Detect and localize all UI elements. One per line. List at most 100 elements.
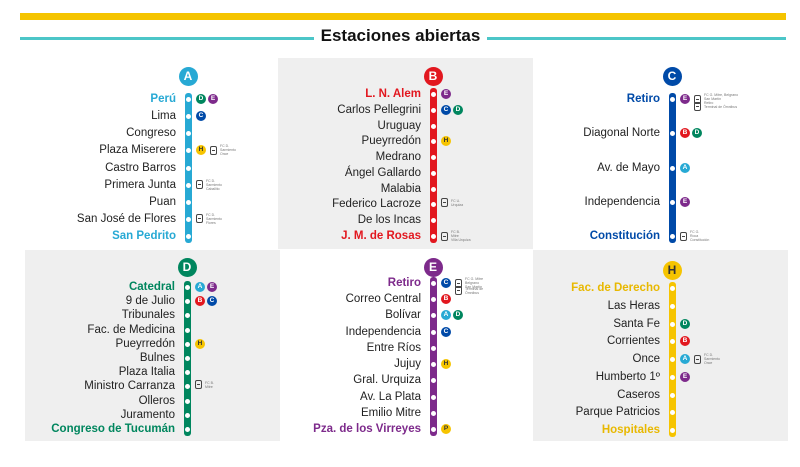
station-parque-patricios[interactable]: Parque Patricios <box>533 404 788 421</box>
station-catedral[interactable]: Catedral A E <box>25 279 280 296</box>
station-name: Fac. de Derecho <box>571 282 660 294</box>
connection-line-b-badge[interactable]: B <box>680 128 690 139</box>
line-e-track <box>430 277 437 436</box>
connection-line-c-badge[interactable]: C <box>441 278 451 288</box>
station-santa-fe[interactable]: Santa Fe D <box>533 316 788 333</box>
station-hospitales[interactable]: Hospitales <box>533 422 788 439</box>
station-jujuy[interactable]: Jujuy H <box>278 356 533 373</box>
connection-line-a-badge[interactable]: A <box>680 162 690 173</box>
connection-line-a-badge[interactable]: A <box>195 282 205 292</box>
station-name: L. N. Alem <box>365 88 421 100</box>
station-retiro[interactable]: Retiro C FC G. Mitre Belgrano San Martín Te… <box>278 275 533 295</box>
station-pza-de-los-virreyes[interactable]: Pza. de los Virreyes P <box>278 421 533 438</box>
station-dot <box>431 92 436 97</box>
station-congreso[interactable]: Congreso <box>25 125 280 142</box>
train-label: FC D. Sarmiento Once <box>220 144 236 157</box>
station-caseros[interactable]: Caseros <box>533 387 788 404</box>
station-retiro[interactable]: Retiro E FC G. Mitre, Belgrano San Martín … <box>533 91 788 111</box>
connection-line-b-badge[interactable]: B <box>680 336 690 347</box>
station-diagonal-norte[interactable]: Diagonal Norte B D <box>533 125 788 142</box>
connection-line-d-badge[interactable]: D <box>453 310 463 321</box>
station-dot <box>431 139 436 145</box>
station-constitucion[interactable]: Constitución FC G. Roca Constitución <box>533 228 788 245</box>
station-emilio-mitre[interactable]: Emilio Mitre <box>278 405 533 422</box>
station-dot <box>185 285 190 290</box>
station-malabia[interactable]: Malabia <box>278 181 533 198</box>
connection-line-e-badge[interactable]: E <box>441 89 451 99</box>
connection-badges: A <box>680 354 690 365</box>
station-name: Corrientes <box>606 335 660 348</box>
station-plaza-italia[interactable]: Plaza Italia <box>25 364 280 381</box>
connection-line-d-badge[interactable]: D <box>453 104 463 115</box>
station-carlos-pellegrini[interactable]: Carlos Pellegrini C D <box>278 102 533 119</box>
station-name: Diagonal Norte <box>583 127 660 140</box>
connection-line-h-badge[interactable]: H <box>441 136 451 147</box>
station-dot <box>670 428 675 433</box>
station-name: Carlos Pellegrini <box>337 103 421 116</box>
train-icon <box>694 102 701 111</box>
station-fac-de-medicina[interactable]: Fac. de Medicina <box>25 322 280 339</box>
station-fac-de-derecho[interactable]: Fac. de Derecho <box>533 280 788 297</box>
station-dot <box>431 378 436 384</box>
station-san-pedrito[interactable]: San Pedrito <box>25 228 280 245</box>
connection-line-e-badge[interactable]: E <box>208 94 218 104</box>
station-puan[interactable]: Puan <box>25 194 280 211</box>
station-dot <box>186 165 191 171</box>
connection-line-a-badge[interactable]: A <box>441 310 451 321</box>
station-gral-urquiza[interactable]: Gral. Urquiza <box>278 372 533 389</box>
station-name: Gral. Urquiza <box>353 374 421 387</box>
connection-line-h-badge[interactable]: H <box>195 338 205 349</box>
station-ministro-carranza[interactable]: Ministro Carranza FC B. Mitre <box>25 378 280 395</box>
station-j-m-de-rosas[interactable]: J. M. de Rosas FC B. Mitre Villa Urquiza <box>278 228 533 245</box>
station-angel-gallardo[interactable]: Ángel Gallardo <box>278 165 533 182</box>
connection-line-a-badge[interactable]: A <box>680 354 690 364</box>
station-plaza-miserere[interactable]: Plaza Miserere H FC D. Sarmiento Once <box>25 142 280 159</box>
station-independencia[interactable]: Independencia C <box>278 324 533 341</box>
connection-line-e-badge[interactable]: E <box>680 196 690 207</box>
connection-line-e-badge[interactable]: E <box>207 282 217 292</box>
connection-line-d-badge[interactable]: D <box>692 128 702 139</box>
connection-line-p-badge[interactable]: P <box>441 424 451 434</box>
station-name: Ministro Carranza <box>84 380 175 393</box>
station-correo-central[interactable]: Correo Central B <box>278 291 533 308</box>
connection-line-d-badge[interactable]: D <box>196 94 206 104</box>
station-olleros[interactable]: Olleros <box>25 393 280 410</box>
station-juramento[interactable]: Juramento <box>25 407 280 424</box>
station-uruguay[interactable]: Uruguay <box>278 118 533 135</box>
station-de-los-incas[interactable]: De los Incas <box>278 212 533 229</box>
station-av-la-plata[interactable]: Av. La Plata <box>278 389 533 406</box>
station-independencia[interactable]: Independencia E <box>533 194 788 211</box>
station-lima[interactable]: Lima C <box>25 108 280 125</box>
station-primera-junta[interactable]: Primera Junta FC D. Sarmiento Caballito <box>25 177 280 194</box>
station-bolivar[interactable]: Bolívar A D <box>278 307 533 324</box>
station-peru[interactable]: Perú D E <box>25 91 280 108</box>
station-l-n-alem[interactable]: L. N. Alem E <box>278 86 533 103</box>
connection-line-c-badge[interactable]: C <box>207 296 217 307</box>
connection-line-c-badge[interactable]: C <box>441 326 451 337</box>
station-pueyrredon[interactable]: Pueyrredón H <box>25 336 280 353</box>
station-bulnes[interactable]: Bulnes <box>25 350 280 367</box>
station-congreso-de-tucuman[interactable]: Congreso de Tucumán <box>25 421 280 438</box>
station-castro-barros[interactable]: Castro Barros <box>25 160 280 177</box>
connection-line-d-badge[interactable]: D <box>680 318 690 329</box>
connection-line-c-badge[interactable]: C <box>441 104 451 115</box>
station-tribunales[interactable]: Tribunales <box>25 307 280 324</box>
station-entre-rios[interactable]: Entre Ríos <box>278 340 533 357</box>
connection-line-h-badge[interactable]: H <box>196 145 206 156</box>
station-av-de-mayo[interactable]: Av. de Mayo A <box>533 160 788 177</box>
station-federico-lacroze[interactable]: Federico Lacroze FC U. Urquiza <box>278 196 533 213</box>
station-medrano[interactable]: Medrano <box>278 149 533 166</box>
station-corrientes[interactable]: Corrientes B <box>533 333 788 350</box>
connection-line-e-badge[interactable]: E <box>680 94 690 104</box>
connection-line-b-badge[interactable]: B <box>195 296 205 307</box>
station-9-de-julio[interactable]: 9 de Julio B C <box>25 293 280 310</box>
connection-line-b-badge[interactable]: B <box>441 294 451 305</box>
connection-line-c-badge[interactable]: C <box>196 111 206 122</box>
station-san-jose-de-flores[interactable]: San José de Flores FC D. Sarmiento Flores <box>25 211 280 228</box>
connection-line-h-badge[interactable]: H <box>441 359 451 370</box>
station-humberto-1[interactable]: Humberto 1º E <box>533 369 788 386</box>
station-once[interactable]: Once A FC D. Sarmiento Once <box>533 351 788 368</box>
station-pueyrredon[interactable]: Pueyrredón H <box>278 133 533 150</box>
station-las-heras[interactable]: Las Heras <box>533 298 788 315</box>
connection-line-e-badge[interactable]: E <box>680 371 690 382</box>
